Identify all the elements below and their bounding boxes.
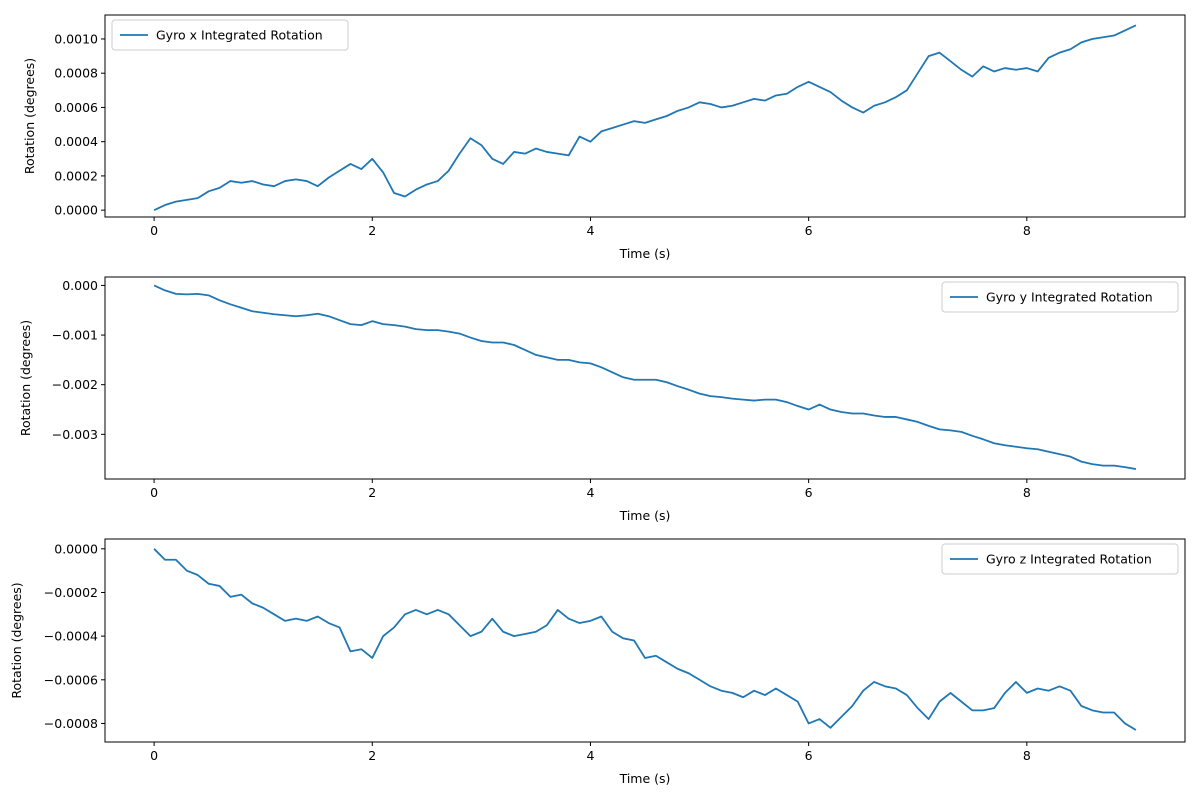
x-tick-label: 2	[368, 223, 376, 238]
axes-frame	[104, 14, 1186, 218]
x-axis-label: Time (s)	[619, 508, 671, 523]
x-tick-label: 8	[1023, 223, 1031, 238]
x-tick-label: 6	[805, 748, 813, 763]
legend: Gyro y Integrated Rotation	[941, 281, 1179, 313]
x-axis-label: Time (s)	[619, 771, 671, 786]
y-axis-label: Rotation (degrees)	[22, 58, 37, 174]
y-tick-label: 0.0002	[54, 168, 98, 183]
legend: Gyro x Integrated Rotation	[111, 19, 349, 51]
y-tick-label: 0.0000	[54, 541, 98, 556]
series-line-1	[153, 548, 1137, 731]
x-tick-label: 8	[1023, 748, 1031, 763]
legend-label: Gyro z Integrated Rotation	[986, 552, 1152, 567]
x-tick-label: 8	[1023, 485, 1031, 500]
x-tick-label: 2	[368, 485, 376, 500]
y-tick-label: 0.000	[62, 278, 98, 293]
y-tick-label: −0.0004	[44, 629, 98, 644]
legend-box	[941, 543, 1179, 575]
x-tick-label: 4	[586, 748, 594, 763]
axes-frame	[104, 538, 1186, 743]
y-tick-label: −0.003	[52, 427, 98, 442]
y-tick-label: 0.0006	[54, 100, 98, 115]
x-tick-label: 0	[150, 223, 158, 238]
subplot-3: 0 2 4 6 8 0.0000 −0.0002 −0.0004 −0.0006 −0.0008 T…	[9, 538, 1186, 786]
x-tick-label: 0	[150, 485, 158, 500]
x-tick-label: 2	[368, 748, 376, 763]
legend-label: Gyro y Integrated Rotation	[986, 290, 1153, 305]
legend: Gyro z Integrated Rotation	[941, 543, 1179, 575]
x-tick-label: 6	[805, 223, 813, 238]
y-tick-label: −0.0008	[44, 716, 98, 731]
x-tick-label: 6	[805, 485, 813, 500]
y-tick-label: −0.0006	[44, 672, 98, 687]
legend-box	[111, 19, 349, 51]
x-axis-label: Time (s)	[619, 246, 671, 261]
x-tick-label: 4	[586, 485, 594, 500]
axes-frame	[104, 276, 1186, 480]
subplot-1: 0 2 4 6 8 0.0000 0.0002 0.0004 0.0006 0.0008 0.001…	[22, 14, 1186, 261]
legend-label: Gyro x Integrated Rotation	[156, 28, 323, 43]
series-line-1	[153, 284, 1137, 470]
legend-box	[941, 281, 1179, 313]
y-tick-label: −0.001	[52, 328, 98, 343]
y-tick-label: −0.0002	[44, 585, 98, 600]
y-tick-label: 0.0008	[54, 66, 98, 81]
series-line-1	[153, 24, 1137, 211]
y-tick-label: −0.002	[52, 377, 98, 392]
y-axis-label: Rotation (degrees)	[9, 582, 24, 698]
x-tick-label: 0	[150, 748, 158, 763]
y-tick-label: 0.0004	[54, 134, 98, 149]
y-tick-label: 0.0000	[54, 203, 98, 218]
y-axis-label: Rotation (degrees)	[18, 320, 33, 436]
x-tick-label: 4	[586, 223, 594, 238]
subplot-2: 0 2 4 6 8 0.000 −0.001 −0.002 −0.003 Time (s) Rota…	[18, 276, 1186, 523]
y-tick-label: 0.0010	[54, 31, 98, 46]
